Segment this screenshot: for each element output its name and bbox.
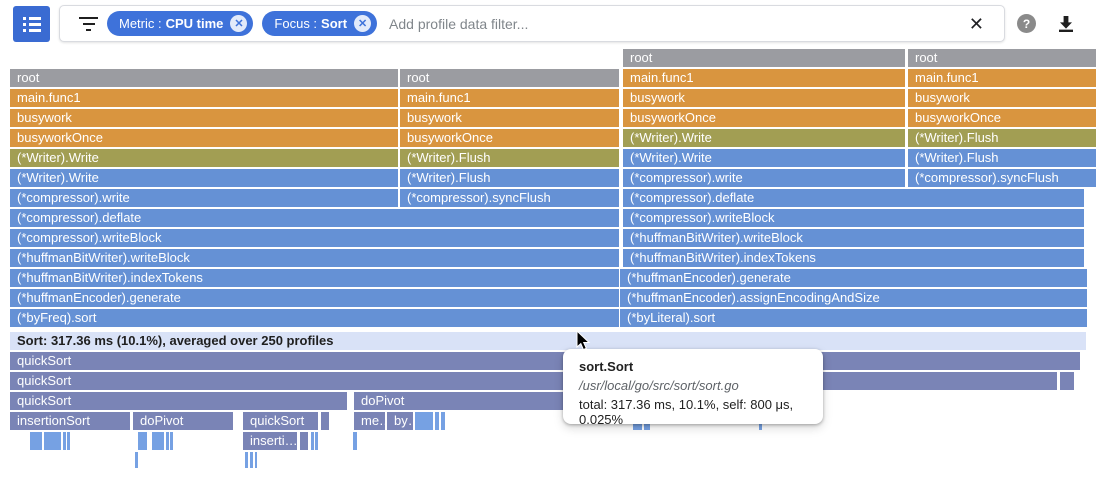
tooltip-detail: total: 317.36 ms, 10.1%, self: 800 μs, 0… (579, 397, 794, 427)
mouse-cursor (576, 329, 592, 358)
flame-block[interactable]: me… (354, 412, 385, 430)
flame-block[interactable]: (*compressor).deflate (10, 209, 619, 227)
flame-block[interactable]: (*Writer).Flush (908, 149, 1096, 167)
flame-block[interactable]: busywork (400, 109, 619, 127)
flame-block[interactable] (353, 432, 357, 450)
flame-block[interactable]: (*huffmanBitWriter).indexTokens (623, 249, 1084, 267)
flame-block[interactable]: (*compressor).writeBlock (10, 229, 619, 247)
flame-block[interactable]: (*huffmanEncoder).generate (10, 289, 619, 307)
flame-block[interactable]: main.func1 (623, 69, 905, 87)
flame-block[interactable]: (*Writer).Write (623, 129, 905, 147)
flame-block[interactable] (315, 432, 318, 450)
flame-block[interactable]: insertionSort (10, 412, 130, 430)
flame-block[interactable] (255, 452, 257, 468)
flame-block[interactable]: (*byLiteral).sort (620, 309, 1087, 327)
flame-block[interactable]: (*Writer).Flush (908, 129, 1096, 147)
chip-close-icon[interactable]: ✕ (230, 15, 248, 32)
question-icon: ? (1022, 16, 1031, 31)
tooltip-path: /usr/local/go/src/sort/sort.go (579, 378, 739, 393)
download-button[interactable] (1054, 12, 1078, 36)
flame-block[interactable]: (*huffmanEncoder).assignEncodingAndSize (620, 289, 1087, 307)
chip-metric[interactable]: Metric : CPU time ✕ (107, 11, 254, 36)
flame-block[interactable]: quickSort (10, 372, 1057, 390)
flame-block[interactable]: inserti… (243, 432, 297, 450)
flame-block[interactable] (170, 432, 173, 450)
filter-icon (79, 16, 98, 31)
flame-block[interactable]: root (623, 49, 905, 67)
flame-block[interactable]: busywork (10, 109, 398, 127)
flame-block[interactable]: root (400, 69, 619, 87)
flame-block[interactable]: (*Writer).Flush (400, 149, 619, 167)
flame-block[interactable]: busywork (623, 89, 905, 107)
flame-block[interactable] (300, 432, 308, 450)
flame-block[interactable] (245, 452, 248, 468)
filter-input[interactable]: Add profile data filter... (389, 15, 529, 32)
flame-block[interactable] (321, 412, 329, 430)
flame-block[interactable]: busyworkOnce (908, 109, 1096, 127)
flame-block[interactable]: (*Writer).Write (10, 169, 398, 187)
flame-block[interactable] (67, 432, 70, 450)
list-icon (22, 16, 41, 32)
flame-block[interactable]: main.func1 (10, 89, 398, 107)
menu-button[interactable] (13, 6, 50, 42)
chip-focus-prefix: Focus : (274, 16, 318, 31)
flame-block[interactable]: by… (387, 412, 413, 430)
flame-block[interactable]: main.func1 (400, 89, 619, 107)
flame-block[interactable]: (*byFreq).sort (10, 309, 619, 327)
tooltip-title: sort.Sort (579, 359, 634, 374)
flame-block[interactable] (311, 432, 314, 450)
flame-block[interactable] (415, 412, 433, 430)
flame-block[interactable]: (*huffmanBitWriter).indexTokens (10, 269, 619, 287)
flame-block[interactable]: (*compressor).write (10, 189, 398, 207)
tooltip: sort.Sort /usr/local/go/src/sort/sort.go… (563, 349, 823, 427)
help-button[interactable]: ? (1017, 14, 1036, 33)
flame-block[interactable]: busyworkOnce (10, 129, 398, 147)
flame-block[interactable]: quickSort (10, 352, 1080, 370)
flame-block[interactable] (44, 432, 61, 450)
flame-block[interactable] (30, 432, 42, 450)
chip-focus[interactable]: Focus : Sort ✕ (262, 11, 378, 36)
flame-block[interactable]: root (10, 69, 398, 87)
flame-block[interactable] (250, 452, 253, 468)
flame-block[interactable]: (*huffmanEncoder).generate (620, 269, 1087, 287)
flame-block[interactable]: (*compressor).syncFlush (908, 169, 1096, 187)
flame-block[interactable] (1060, 372, 1074, 390)
chip-metric-value: CPU time (165, 16, 224, 31)
clear-filter-icon[interactable]: ✕ (968, 13, 984, 34)
flame-block[interactable]: (*compressor).syncFlush (400, 189, 619, 207)
flame-block[interactable] (138, 432, 147, 450)
filter-bar[interactable]: Metric : CPU time ✕ Focus : Sort ✕ Add p… (59, 5, 1005, 42)
flame-block[interactable] (441, 412, 445, 430)
chip-focus-value: Sort (321, 16, 348, 31)
flame-block[interactable]: root (908, 49, 1096, 67)
flame-block[interactable]: (*compressor).deflate (623, 189, 1084, 207)
flame-block[interactable] (63, 432, 66, 450)
flame-block[interactable]: (*compressor).write (623, 169, 905, 187)
flame-block[interactable]: (*Writer).Flush (400, 169, 619, 187)
flame-block[interactable]: busyworkOnce (400, 129, 619, 147)
flame-block[interactable]: busyworkOnce (623, 109, 905, 127)
chip-metric-prefix: Metric : (119, 16, 162, 31)
flame-block[interactable]: (*Writer).Write (10, 149, 398, 167)
focus-banner[interactable]: Sort: 317.36 ms (10.1%), averaged over 2… (10, 332, 1086, 350)
flame-block[interactable]: quickSort (243, 412, 318, 430)
flame-block[interactable]: (*huffmanBitWriter).writeBlock (623, 229, 1084, 247)
flame-block[interactable]: (*Writer).Write (623, 149, 905, 167)
flame-block[interactable] (135, 452, 138, 468)
flame-block[interactable]: doPivot (133, 412, 233, 430)
flame-block[interactable]: main.func1 (908, 69, 1096, 87)
flame-block[interactable] (435, 412, 439, 430)
flame-block[interactable]: quickSort (10, 392, 347, 410)
download-icon (1059, 16, 1073, 32)
chip-close-icon[interactable]: ✕ (354, 15, 372, 32)
flame-block[interactable]: busywork (908, 89, 1096, 107)
flame-block[interactable] (152, 432, 164, 450)
flame-block[interactable]: (*compressor).writeBlock (623, 209, 1084, 227)
flame-block[interactable]: (*huffmanBitWriter).writeBlock (10, 249, 619, 267)
flame-block[interactable] (166, 432, 169, 450)
